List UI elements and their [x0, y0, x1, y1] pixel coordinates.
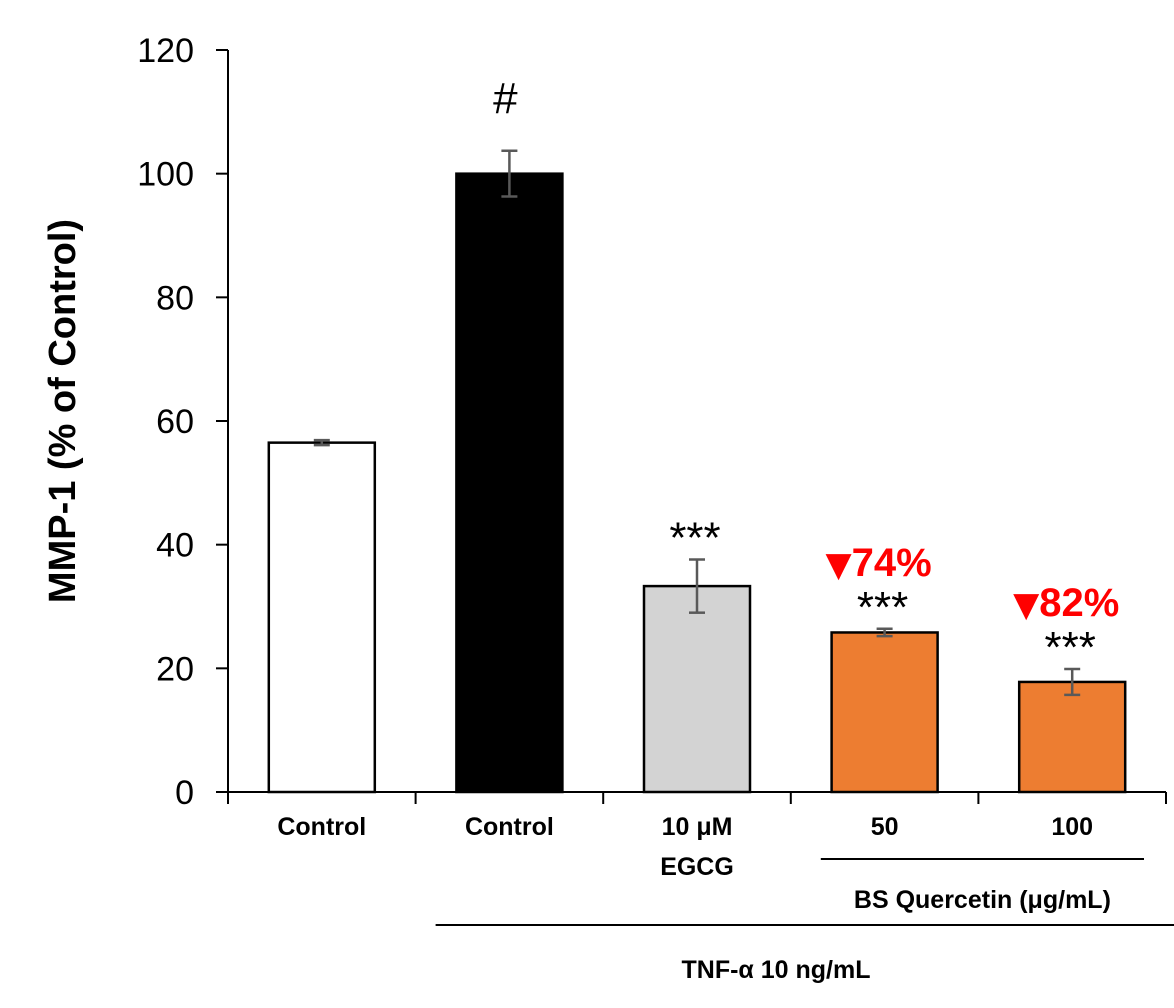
reduction-label: ▼82% [1013, 581, 1119, 625]
annotations: #******▼74%***▼82% [493, 74, 1119, 672]
bars [267, 172, 1127, 794]
tnf-label: TNF-α 10 ng/mL [682, 956, 871, 984]
significance-stars: *** [1045, 623, 1096, 672]
x-tick-label: 10 μM [662, 813, 733, 841]
bar [267, 441, 377, 794]
bs-quercetin-label: BS Quercetin (μg/mL) [854, 886, 1111, 914]
x-tick-label: Control [465, 813, 554, 841]
significance-hash: # [493, 74, 518, 123]
bar [1017, 680, 1127, 794]
y-tick-label: 40 [156, 527, 194, 565]
error-bars [313, 149, 1081, 697]
y-tick-label: 120 [137, 32, 194, 70]
down-triangle-icon: ▼ [825, 545, 852, 585]
x-tick-label: 100 [1051, 813, 1093, 841]
bar [455, 172, 564, 794]
bar [642, 584, 752, 794]
y-tick-label: 80 [156, 279, 194, 317]
x-tick-label: Control [277, 813, 366, 841]
down-triangle-icon: ▼ [1013, 585, 1040, 625]
reduction-percent: 82% [1039, 581, 1119, 625]
reduction-percent: 74% [852, 541, 932, 585]
group-labels: BS Quercetin (μg/mL) TNF-α 10 ng/mL [435, 858, 1174, 984]
x-tick-label: 50 [871, 813, 899, 841]
y-tick-label: 60 [156, 403, 194, 441]
significance-stars: *** [669, 514, 720, 563]
reduction-label: ▼74% [825, 541, 931, 585]
bar [830, 631, 939, 794]
y-tick-label: 20 [156, 650, 194, 688]
x-tick-label: EGCG [660, 853, 734, 881]
y-tick-label: 100 [137, 156, 194, 194]
y-tick-label: 0 [175, 774, 194, 812]
significance-stars: *** [857, 583, 908, 632]
x-axis: Control Control 10 μM EGCG 50 100 [227, 791, 1167, 881]
y-axis-label: MMP-1 (% of Control) [42, 219, 84, 603]
y-axis: 0 20 40 60 80 100 120 [137, 32, 229, 812]
